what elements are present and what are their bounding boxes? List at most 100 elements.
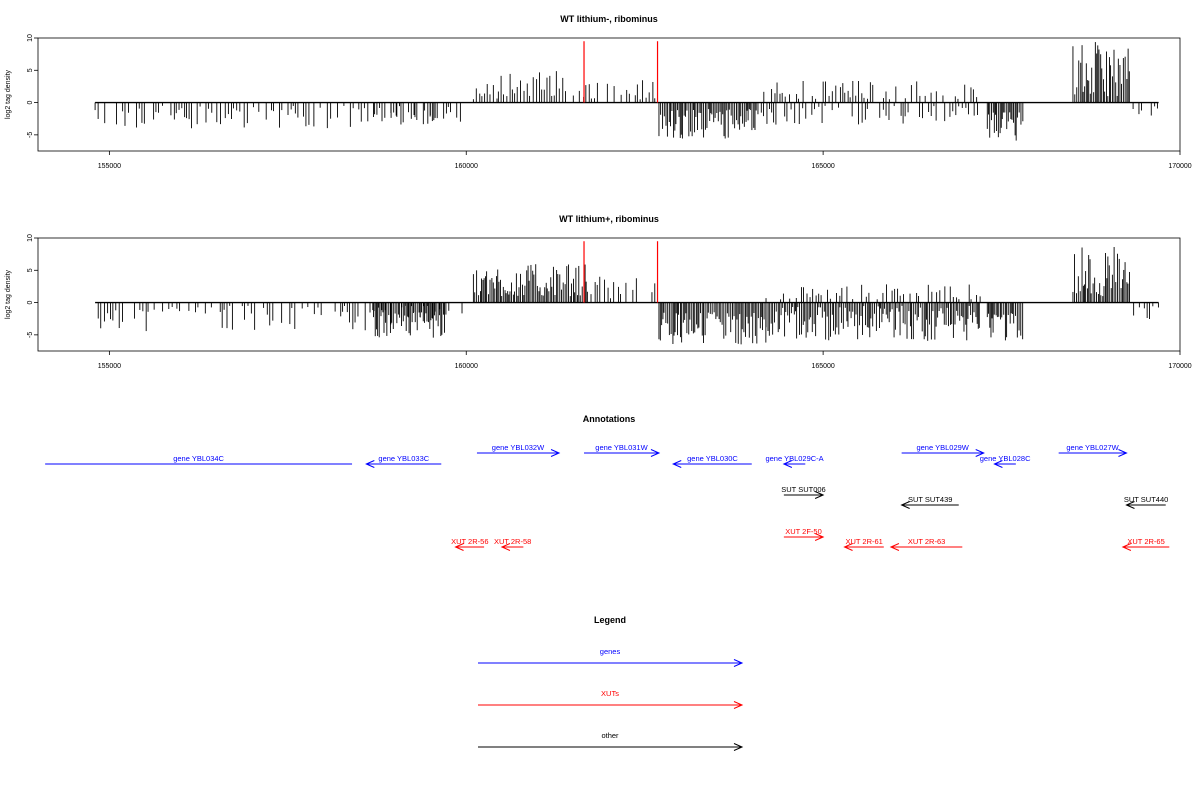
feature-label: gene YBL034C — [173, 454, 224, 463]
feature-label: SUT SUT006 — [781, 485, 825, 494]
arrowhead — [1121, 543, 1132, 551]
feature-other: SUT SUT006 — [781, 485, 826, 499]
x-tick-label: 160000 — [455, 163, 478, 170]
feature-label: XUT 2R-61 — [845, 537, 882, 546]
panel-title: WT lithium-, ribominus — [560, 14, 658, 24]
arrowhead — [1118, 449, 1128, 457]
arrowhead — [454, 543, 464, 551]
feature-label: SUT SUT439 — [908, 495, 952, 504]
feature-gene: gene YBL033C — [365, 454, 442, 468]
y-tick-label: -5 — [27, 332, 34, 338]
feature-arrow — [365, 460, 442, 468]
y-axis: 10 5 0 -5 — [27, 34, 38, 138]
legend-title: Legend — [594, 615, 626, 625]
feature-other: SUT SUT439 — [900, 495, 959, 509]
feature-xut: XUT 2R-65 — [1121, 537, 1170, 551]
feature-gene: gene YBL032W — [476, 443, 561, 457]
x-axis: 155000 160000 165000 170000 — [98, 151, 1192, 170]
feature-label: gene YBL030C — [687, 454, 738, 463]
legend-label: other — [601, 731, 619, 740]
y-tick-label: 10 — [27, 234, 34, 242]
feature-label: XUT 2R-58 — [494, 537, 531, 546]
feature-arrow — [671, 460, 752, 468]
feature-arrow — [900, 501, 959, 509]
feature-gene: gene YBL034C — [45, 454, 353, 465]
y-tick-label: 5 — [27, 68, 34, 72]
panel-title: WT lithium+, ribominus — [559, 214, 659, 224]
feature-label: gene YBL029W — [916, 443, 969, 452]
arrowhead — [975, 449, 985, 457]
feature-label: SUT SUT440 — [1124, 495, 1168, 504]
feature-gene: gene YBL028C — [980, 454, 1031, 468]
feature-arrow — [783, 491, 825, 499]
feature-arrow — [782, 460, 806, 468]
feature-xut: XUT 2F-50 — [783, 527, 825, 541]
arrowhead — [814, 491, 825, 499]
y-tick-label: 0 — [27, 101, 34, 105]
feature-gene: gene YBL031W — [584, 443, 661, 457]
feature-arrow — [1125, 501, 1166, 509]
arrowhead — [782, 460, 793, 468]
feature-arrow — [993, 460, 1016, 468]
feature-label: gene YBL029C-A — [765, 454, 823, 463]
feature-arrow — [500, 543, 524, 551]
arrowhead — [550, 449, 561, 457]
legend-item-xut: XUTs — [478, 689, 744, 709]
arrowhead — [365, 460, 375, 468]
x-tick-label: 160000 — [455, 363, 478, 370]
feature-arrow — [783, 533, 825, 541]
track-panel-2: WT lithium+, ribominus 10 5 0 -5 log2 tag den… — [5, 214, 1192, 370]
arrowhead — [814, 533, 825, 541]
legend-item-other: other — [478, 731, 744, 751]
x-tick-label: 170000 — [1168, 363, 1191, 370]
feature-arrow — [1121, 543, 1170, 551]
legend-arrow — [478, 701, 744, 709]
feature-label: XUT 2R-65 — [1127, 537, 1164, 546]
feature-other: SUT SUT440 — [1124, 495, 1168, 509]
feature-label: gene YBL033C — [378, 454, 429, 463]
y-axis: 10 5 0 -5 — [27, 234, 38, 338]
feature-label: gene YBL032W — [492, 443, 545, 452]
legend-label: genes — [600, 647, 621, 656]
feature-label: XUT 2R-63 — [908, 537, 945, 546]
feature-xut: XUT 2R-58 — [494, 537, 531, 551]
feature-arrow — [843, 543, 884, 551]
arrowhead — [733, 659, 744, 667]
feature-label: gene YBL028C — [980, 454, 1031, 463]
x-tick-label: 170000 — [1168, 163, 1191, 170]
arrowhead — [671, 460, 682, 468]
feature-arrow — [454, 543, 485, 551]
legend: Legend genes XUTs other — [478, 615, 744, 751]
feature-arrow — [584, 449, 661, 457]
y-tick-label: 10 — [27, 34, 34, 42]
y-tick-label: -5 — [27, 132, 34, 138]
feature-label: gene YBL031W — [595, 443, 648, 452]
feature-xut: XUT 2R-61 — [843, 537, 884, 551]
y-axis-label: log2 tag density — [5, 269, 12, 319]
arrowhead — [993, 460, 1003, 468]
feature-arrow — [889, 543, 963, 551]
y-tick-label: 5 — [27, 268, 34, 272]
track-panel-1: WT lithium-, ribominus 10 5 0 -5 log2 tag den… — [5, 14, 1192, 170]
feature-label: XUT 2R-56 — [451, 537, 488, 546]
arrowhead — [733, 701, 744, 709]
feature-xut: XUT 2R-63 — [889, 537, 963, 551]
x-tick-label: 155000 — [98, 363, 121, 370]
arrowhead — [889, 543, 900, 551]
legend-label: XUTs — [601, 689, 619, 698]
plot-frame — [37, 37, 1181, 152]
arrowhead — [1125, 501, 1135, 509]
feature-gene: gene YBL027W — [1058, 443, 1128, 457]
feature-arrow — [1058, 449, 1128, 457]
feature-xut: XUT 2R-56 — [451, 537, 489, 551]
feature-arrow — [901, 449, 985, 457]
legend-item-gene: genes — [478, 647, 744, 667]
y-tick-label: 0 — [27, 301, 34, 305]
arrowhead — [500, 543, 511, 551]
x-tick-label: 155000 — [98, 163, 121, 170]
arrowhead — [650, 449, 661, 457]
annotations-section: Annotations gene YBL034C gene YBL033C gene … — [45, 414, 1170, 551]
x-tick-label: 165000 — [811, 363, 834, 370]
legend-arrow — [478, 659, 744, 667]
